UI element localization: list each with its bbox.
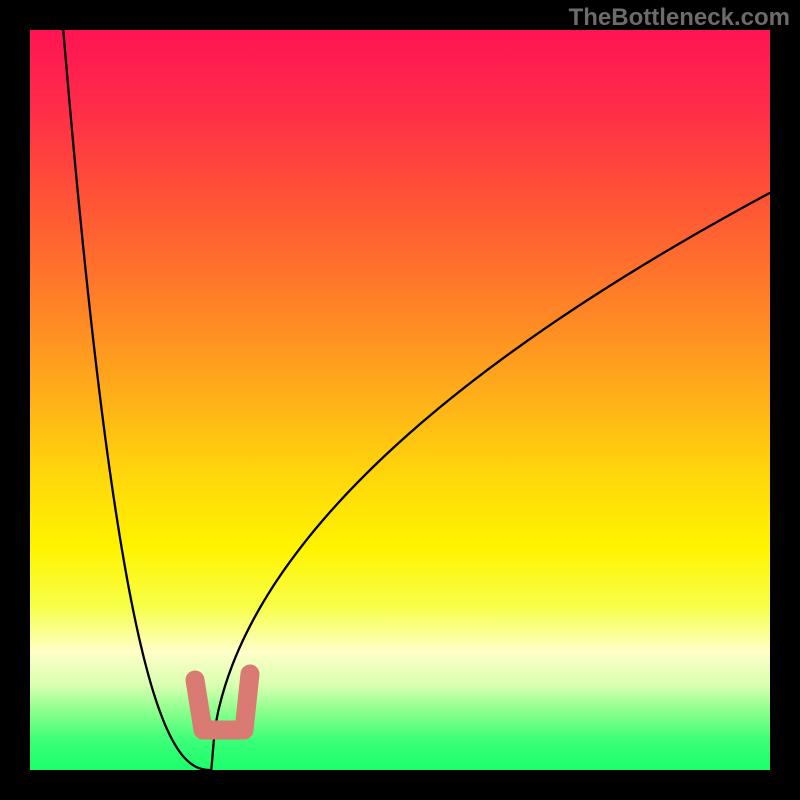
chart-container: TheBottleneck.com xyxy=(0,0,800,800)
watermark-text: TheBottleneck.com xyxy=(569,4,790,32)
bottleneck-curve-chart xyxy=(0,0,800,800)
heat-gradient-area xyxy=(30,30,770,770)
